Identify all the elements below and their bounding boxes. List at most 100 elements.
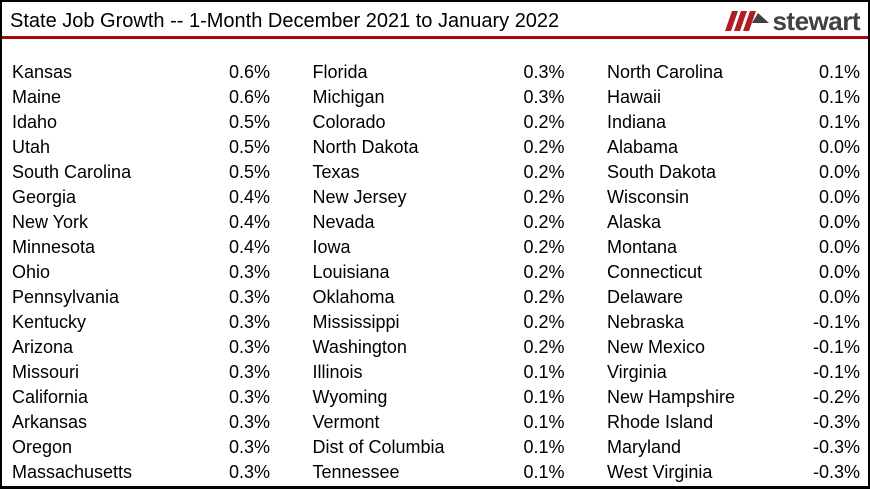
growth-value: 0.1%	[818, 87, 860, 107]
growth-value: 0.4%	[228, 212, 270, 232]
growth-value: 0.0%	[818, 162, 860, 182]
state-name: Kansas	[12, 62, 73, 82]
growth-value: 0.5%	[228, 112, 270, 132]
table-row: Maine 0.6%	[12, 85, 270, 110]
growth-value: -0.3%	[812, 437, 860, 457]
growth-value: 0.0%	[818, 287, 860, 307]
state-name: Nevada	[312, 212, 375, 232]
table-row: Texas 0.2%	[313, 160, 565, 185]
state-name: Rhode Island	[607, 412, 714, 432]
state-name: West Virginia	[607, 462, 713, 482]
table-row: Kansas 0.6%	[12, 60, 270, 85]
table-row: Virginia -0.1%	[607, 360, 860, 385]
growth-value: 0.4%	[228, 237, 270, 257]
table-row: California 0.3%	[12, 385, 270, 410]
growth-value: 0.3%	[228, 437, 270, 457]
state-name: Idaho	[12, 112, 58, 132]
table-row: Utah 0.5%	[12, 135, 270, 160]
state-name: Pennsylvania	[12, 287, 120, 307]
growth-value: 0.0%	[818, 237, 860, 257]
table-row: Alaska 0.0%	[607, 210, 860, 235]
growth-value: 0.0%	[818, 137, 860, 157]
growth-value: 0.2%	[523, 337, 565, 357]
growth-value: 0.2%	[523, 162, 565, 182]
state-name: North Dakota	[312, 137, 419, 157]
table-row: Massachusetts 0.3%	[12, 460, 270, 485]
state-name: Wyoming	[312, 387, 388, 407]
table-row: Louisiana 0.2%	[313, 260, 565, 285]
state-name: California	[12, 387, 89, 407]
growth-value: -0.3%	[812, 462, 860, 482]
table-row: Illinois 0.1%	[313, 360, 565, 385]
stewart-triple-slash-arrow-icon	[725, 11, 770, 31]
table-row: Idaho 0.5%	[12, 110, 270, 135]
state-name: Nebraska	[607, 312, 685, 332]
state-name: Alabama	[607, 137, 679, 157]
state-name: Florida	[312, 62, 368, 82]
table-row: Nebraska -0.1%	[607, 310, 860, 335]
state-name: Tennessee	[312, 462, 400, 482]
state-name: North Carolina	[607, 62, 724, 82]
state-name: Virginia	[607, 362, 667, 382]
table-row: Delaware 0.0%	[607, 285, 860, 310]
state-name: Michigan	[312, 87, 385, 107]
state-name: Vermont	[312, 412, 380, 432]
growth-value: 0.4%	[228, 187, 270, 207]
page-title: State Job Growth -- 1-Month December 202…	[10, 9, 560, 32]
growth-value: -0.2%	[812, 387, 860, 407]
state-name: New Mexico	[607, 337, 706, 357]
table-row: Wyoming 0.1%	[313, 385, 565, 410]
table-row: Tennessee 0.1%	[313, 460, 565, 485]
state-name: Missouri	[12, 362, 80, 382]
state-name: Connecticut	[607, 262, 703, 282]
growth-value: 0.3%	[228, 262, 270, 282]
table-row: New Mexico -0.1%	[607, 335, 860, 360]
table-row: Montana 0.0%	[607, 235, 860, 260]
growth-value: 0.3%	[523, 87, 565, 107]
table-row: North Dakota 0.2%	[313, 135, 565, 160]
state-name: Louisiana	[312, 262, 390, 282]
state-name: Maryland	[607, 437, 682, 457]
state-name: Washington	[312, 337, 407, 357]
growth-value: 0.3%	[228, 387, 270, 407]
table-row: Arkansas 0.3%	[12, 410, 270, 435]
state-name: Colorado	[312, 112, 386, 132]
state-name: Delaware	[607, 287, 684, 307]
growth-value: 0.5%	[228, 162, 270, 182]
growth-value: 0.5%	[228, 137, 270, 157]
state-name: Wisconsin	[607, 187, 690, 207]
growth-value: 0.1%	[818, 62, 860, 82]
state-job-growth-table: Kansas 0.6% Maine 0.6% Idaho 0.5% Utah 0.5% Sout…	[2, 39, 868, 486]
table-row: West Virginia -0.3%	[607, 460, 860, 485]
growth-value: 0.1%	[523, 462, 565, 482]
state-name: Illinois	[312, 362, 363, 382]
table-column-1: Kansas 0.6% Maine 0.6% Idaho 0.5% Utah 0.5% Sout…	[12, 60, 270, 486]
table-row: Vermont 0.1%	[313, 410, 565, 435]
table-row: Oregon 0.3%	[12, 435, 270, 460]
table-row: North Carolina 0.1%	[607, 60, 860, 85]
table-row: New York 0.4%	[12, 210, 270, 235]
table-column-3: North Carolina 0.1% Hawaii 0.1% Indiana 0.1% A…	[607, 60, 860, 486]
table-row: Connecticut 0.0%	[607, 260, 860, 285]
state-name: Oregon	[12, 437, 73, 457]
growth-value: 0.6%	[228, 62, 270, 82]
table-row: Georgia 0.4%	[12, 185, 270, 210]
table-row: Missouri 0.3%	[12, 360, 270, 385]
state-name: New Jersey	[312, 187, 407, 207]
table-row: Mississippi 0.2%	[313, 310, 565, 335]
table-row: South Dakota 0.0%	[607, 160, 860, 185]
table-row: New Jersey 0.2%	[313, 185, 565, 210]
state-name: Kentucky	[12, 312, 87, 332]
growth-value: 0.2%	[523, 287, 565, 307]
table-row: Florida 0.3%	[313, 60, 565, 85]
growth-value: 0.1%	[523, 387, 565, 407]
state-name: Dist of Columbia	[312, 437, 445, 457]
growth-value: 0.1%	[523, 362, 565, 382]
table-row: Oklahoma 0.2%	[313, 285, 565, 310]
state-name: Utah	[12, 137, 51, 157]
stewart-logo: stewart	[724, 8, 860, 34]
growth-value: 0.2%	[523, 237, 565, 257]
state-name: Montana	[607, 237, 678, 257]
growth-value: 0.3%	[228, 362, 270, 382]
